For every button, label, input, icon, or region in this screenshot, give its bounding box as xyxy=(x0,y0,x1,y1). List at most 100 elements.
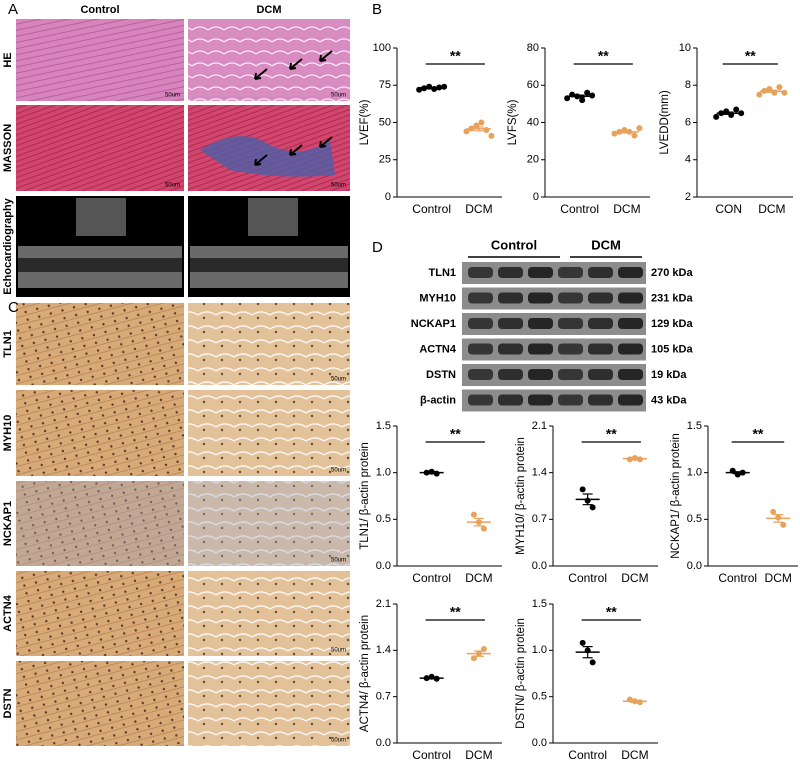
ihc-image xyxy=(16,481,184,566)
data-point xyxy=(579,97,586,104)
data-point xyxy=(441,83,448,90)
size-label: 19 kDa xyxy=(651,369,687,381)
y-tick-label: 1.5 xyxy=(376,420,391,432)
scale-bar-label: 50um xyxy=(165,93,180,99)
y-axis-label: NCKAP1/ β-actin protein xyxy=(670,433,682,559)
band xyxy=(618,267,643,278)
fibrosis xyxy=(200,136,335,177)
data-point xyxy=(416,86,423,93)
significance-label: ** xyxy=(450,604,461,620)
y-tick-label: 0.5 xyxy=(687,513,702,525)
column-header: DCM xyxy=(256,4,281,16)
y-tick-label: 1.0 xyxy=(687,467,702,479)
x-tick-label: DCM xyxy=(621,571,648,585)
x-tick-label: Control xyxy=(718,571,757,585)
echo-band xyxy=(18,258,182,272)
band xyxy=(588,343,613,355)
data-point xyxy=(473,122,480,129)
y-tick-label: 0.5 xyxy=(376,513,391,525)
y-axis-label: DSTN/ β-actin protein xyxy=(515,618,527,729)
ihc-image xyxy=(188,303,350,385)
y-tick-label: 4 xyxy=(685,154,691,166)
data-point xyxy=(631,132,638,139)
band xyxy=(498,318,523,329)
panel-label: A xyxy=(8,1,18,18)
band xyxy=(528,394,553,406)
y-tick-label: 0.5 xyxy=(532,691,547,703)
data-point xyxy=(423,469,430,476)
scale-bar-label: 50um xyxy=(331,377,346,383)
scale-bar-label: 50um xyxy=(331,738,346,744)
significance-label: ** xyxy=(606,604,617,620)
data-point xyxy=(579,639,586,646)
panel-label: C xyxy=(8,299,19,316)
data-point xyxy=(713,113,720,120)
y-tick-label: 60 xyxy=(527,79,539,91)
band xyxy=(588,292,613,304)
scale-bar-label: 50um xyxy=(331,183,346,189)
data-point xyxy=(569,91,576,98)
ihc-image xyxy=(16,661,184,746)
ihc-tint xyxy=(16,481,184,566)
band xyxy=(468,267,493,278)
row-label: DSTN xyxy=(2,688,14,718)
y-axis-label: MYH10/ β-actin protein xyxy=(515,437,527,555)
band xyxy=(528,369,553,380)
y-tick-label: 0.0 xyxy=(532,560,547,572)
data-point xyxy=(423,675,430,682)
data-point xyxy=(478,119,485,126)
data-point xyxy=(584,89,591,96)
data-point xyxy=(781,89,788,96)
y-tick-label: 8 xyxy=(685,79,691,91)
ihc-image xyxy=(188,661,350,746)
data-point xyxy=(636,699,643,706)
size-label: 270 kDa xyxy=(651,267,693,279)
y-tick-label: 25 xyxy=(379,154,391,166)
ihc-image xyxy=(16,303,184,385)
data-point xyxy=(589,659,596,666)
x-tick-label: Control xyxy=(568,571,607,585)
x-tick-label: Control xyxy=(560,202,599,216)
size-label: 129 kDa xyxy=(651,318,693,330)
y-tick-label: 80 xyxy=(527,42,539,54)
data-point xyxy=(483,126,490,133)
band xyxy=(558,343,583,355)
group-header: Control xyxy=(491,237,537,252)
band xyxy=(498,394,523,406)
band xyxy=(528,318,553,329)
data-point xyxy=(780,521,787,528)
significance-label: ** xyxy=(450,48,461,64)
panel-label: B xyxy=(372,1,382,18)
y-tick-label: 1.5 xyxy=(687,420,702,432)
data-point xyxy=(428,468,435,475)
band xyxy=(618,318,643,329)
significance-label: ** xyxy=(598,48,609,64)
band xyxy=(498,267,523,278)
data-point xyxy=(431,85,438,92)
data-point xyxy=(475,650,482,657)
row-label: Echocardiography xyxy=(2,197,14,294)
band xyxy=(468,318,493,329)
y-tick-label: 0.7 xyxy=(532,513,547,525)
data-point xyxy=(626,128,633,135)
y-tick-label: 2 xyxy=(685,191,691,203)
band xyxy=(468,343,493,355)
significance-label: ** xyxy=(752,426,763,442)
western-blot: Control DCM TLN1 270 kDa MYH10 231 kDa NCKAP1 1… xyxy=(411,237,693,412)
band xyxy=(588,318,613,329)
ihc-image xyxy=(188,571,350,656)
data-point xyxy=(589,92,596,99)
protein-label: NCKAP1 xyxy=(411,318,456,330)
scale-bar-label: 50um xyxy=(331,648,346,654)
y-tick-label: 6 xyxy=(685,116,691,128)
data-point xyxy=(470,511,477,518)
data-point xyxy=(421,85,428,92)
band xyxy=(588,394,613,406)
protein-label: ACTN4 xyxy=(419,343,457,355)
protein-label: DSTN xyxy=(426,369,456,381)
x-tick-label: DCM xyxy=(613,202,640,216)
data-point xyxy=(756,91,763,98)
data-point xyxy=(433,675,440,682)
y-axis-label: LVEF(%) xyxy=(359,99,371,145)
echo-band xyxy=(190,258,348,272)
